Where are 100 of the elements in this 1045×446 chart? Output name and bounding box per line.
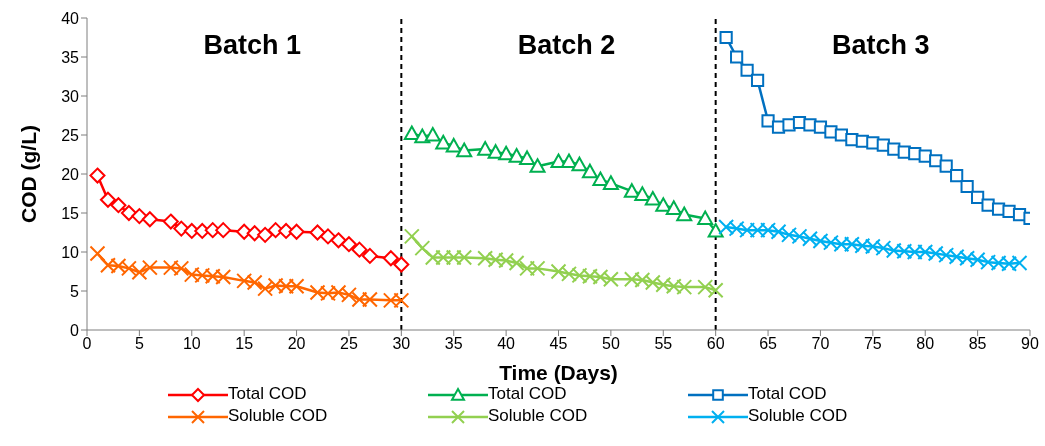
point	[971, 190, 985, 204]
point	[361, 247, 378, 264]
x-tick-label: 15	[235, 335, 254, 353]
point	[309, 224, 326, 241]
point	[424, 127, 441, 142]
y-tick-label: 25	[61, 126, 80, 144]
legend-label: Total COD	[228, 384, 307, 403]
point	[330, 232, 347, 249]
x-axis-title: Time (Days)	[499, 361, 618, 384]
legend-label: Soluble COD	[228, 406, 328, 425]
annotation: Batch 1	[203, 30, 301, 61]
point	[215, 222, 232, 239]
point	[141, 259, 158, 276]
point	[519, 150, 536, 165]
point	[560, 153, 577, 169]
point	[602, 175, 619, 190]
annotation: Batch 2	[517, 30, 616, 61]
y-tick-label: 35	[61, 48, 80, 66]
point	[730, 50, 744, 64]
x-tick-label: 80	[916, 335, 935, 353]
point	[929, 154, 943, 168]
y-tick-label: 15	[61, 204, 80, 222]
point	[340, 286, 357, 303]
point	[257, 280, 274, 297]
point	[393, 256, 410, 273]
point	[445, 137, 462, 153]
point	[623, 183, 640, 198]
x-tick-label: 55	[654, 335, 673, 353]
point	[288, 223, 305, 240]
point	[162, 213, 179, 230]
point	[403, 125, 420, 141]
point	[697, 279, 714, 296]
annotation: Batch 3	[832, 30, 930, 61]
point	[340, 236, 357, 253]
y-tick-label: 0	[70, 321, 80, 339]
legend-label: Soluble COD	[488, 406, 588, 425]
point	[89, 167, 106, 184]
y-tick-label: 20	[61, 165, 80, 183]
point	[981, 198, 995, 212]
point	[257, 226, 274, 243]
x-tick-label: 75	[863, 335, 882, 353]
y-tick-label: 30	[61, 87, 80, 105]
point	[761, 114, 775, 128]
point	[801, 230, 818, 247]
x-tick-label: 50	[601, 335, 620, 353]
point	[581, 163, 598, 179]
point	[319, 228, 336, 245]
x-tick-label: 30	[392, 335, 411, 353]
x-tick-label: 5	[134, 335, 144, 353]
point	[529, 158, 546, 173]
point	[602, 271, 619, 288]
x-tick-label: 60	[706, 335, 725, 353]
point	[707, 282, 724, 299]
point	[834, 128, 848, 142]
y-tick-label: 10	[61, 243, 80, 261]
point	[644, 190, 661, 206]
point	[351, 241, 368, 258]
point	[644, 274, 661, 291]
legend-label: Soluble COD	[748, 406, 848, 425]
x-tick-label: 70	[811, 335, 830, 353]
point	[918, 149, 932, 163]
point	[887, 142, 901, 156]
point	[110, 197, 127, 214]
point	[550, 263, 567, 280]
point	[382, 250, 399, 267]
x-tick-label: 20	[287, 335, 306, 353]
point	[634, 186, 651, 201]
point	[403, 228, 420, 245]
point	[99, 191, 116, 208]
x-tick-label: 45	[549, 335, 568, 353]
legend-label: Total COD	[748, 384, 827, 403]
x-tick-label: 65	[759, 335, 778, 353]
x-tick-label: 85	[968, 335, 987, 353]
point	[120, 260, 137, 277]
x-tick-label: 90	[1021, 335, 1039, 353]
x-tick-label: 0	[82, 335, 92, 353]
y-axis-title: COD (g/L)	[17, 125, 41, 223]
point	[950, 168, 964, 183]
point	[414, 240, 431, 257]
point	[676, 206, 693, 222]
x-tick-label: 10	[182, 335, 201, 353]
x-tick-label: 40	[497, 335, 516, 353]
x-tick-label: 25	[340, 335, 358, 353]
point	[665, 200, 682, 215]
point	[131, 264, 148, 281]
point	[508, 254, 525, 271]
point	[173, 220, 190, 237]
point	[592, 171, 609, 187]
point	[707, 222, 724, 238]
point	[697, 210, 714, 226]
point	[719, 30, 733, 45]
y-tick-label: 40	[61, 9, 80, 27]
point	[750, 73, 765, 87]
point	[571, 156, 588, 172]
point	[120, 205, 137, 221]
point	[89, 245, 106, 262]
point	[960, 179, 974, 194]
x-tick-label: 35	[444, 335, 463, 353]
point	[939, 159, 953, 173]
point	[141, 211, 158, 228]
